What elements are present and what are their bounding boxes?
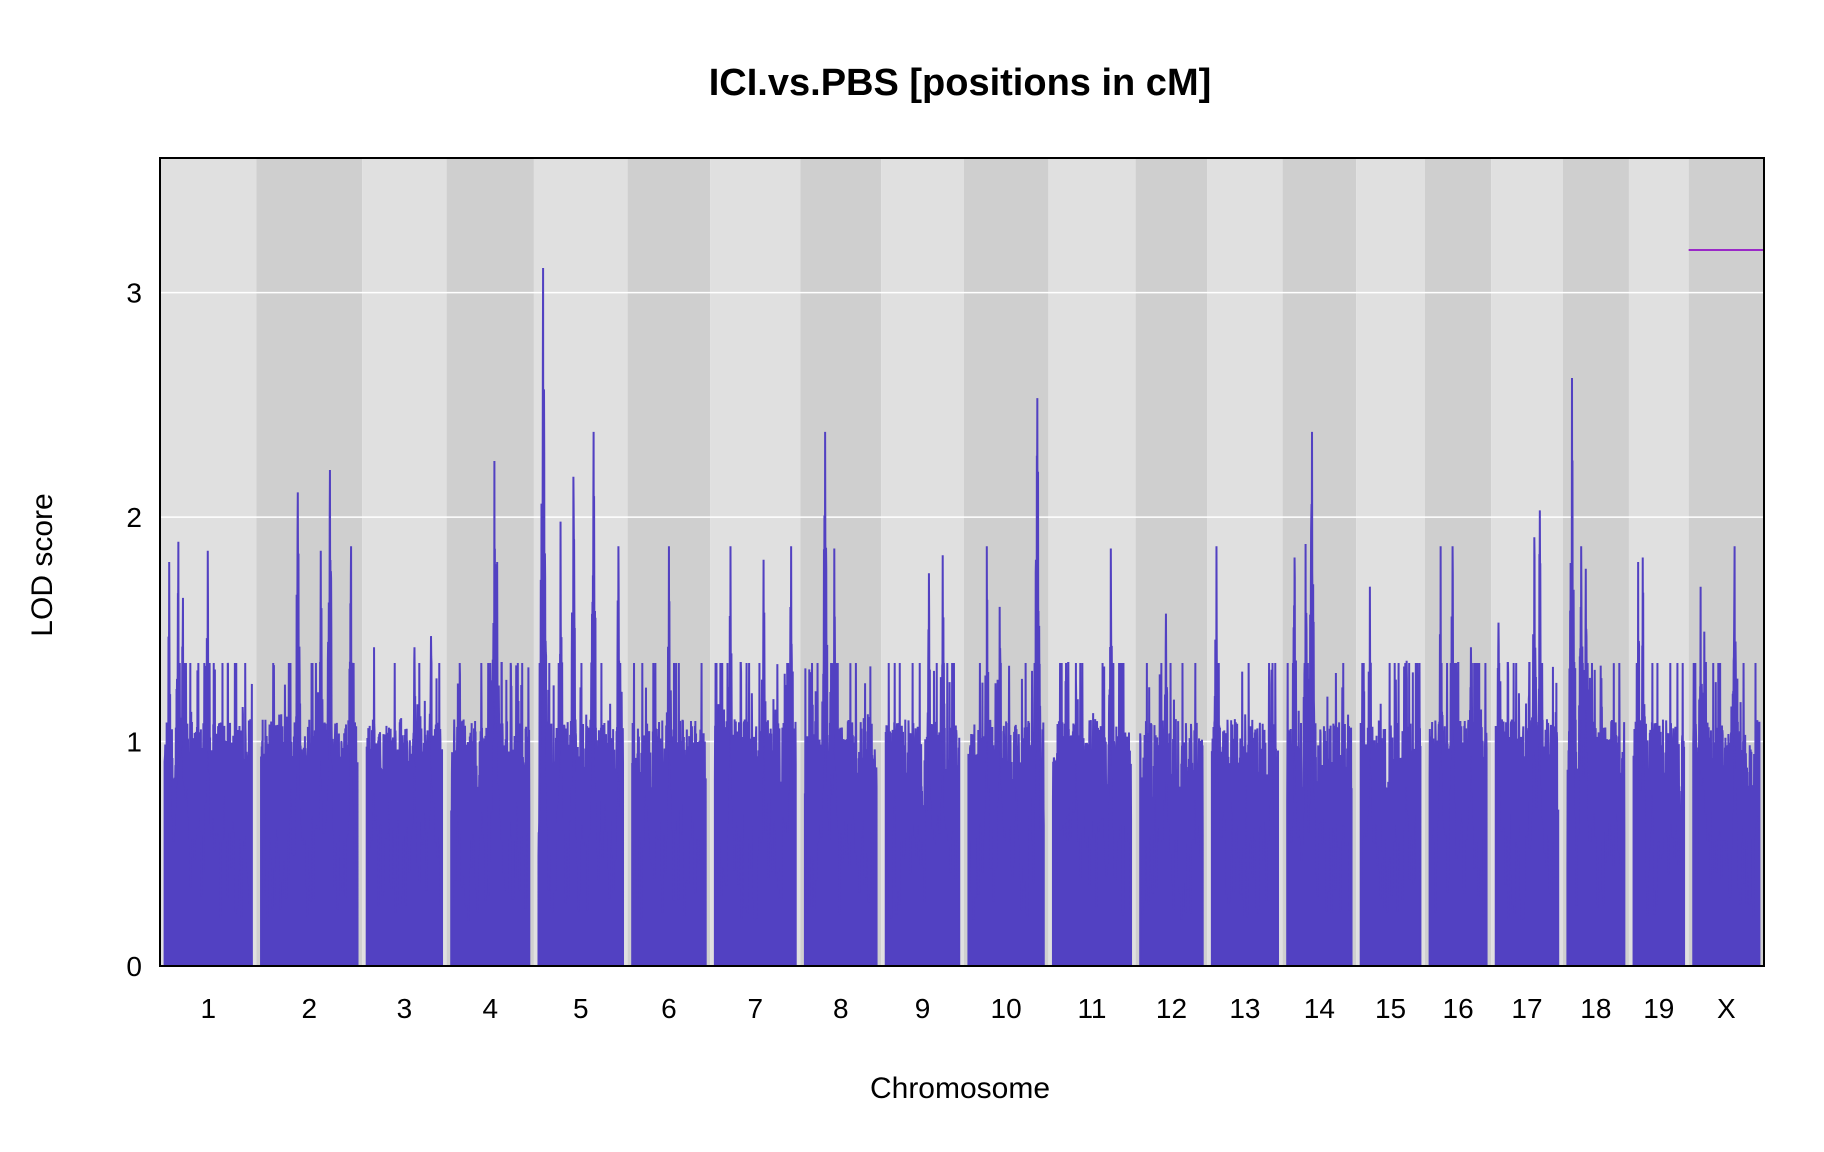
lod-trace-chr-5 [537, 267, 625, 966]
y-tick-label: 2 [126, 502, 142, 533]
x-tick-label: 3 [397, 993, 413, 1024]
lod-trace-chr-3 [365, 636, 444, 966]
y-tick-label: 3 [126, 278, 142, 309]
lod-trace-chr-16 [1428, 546, 1488, 966]
x-tick-label: 4 [482, 993, 498, 1024]
x-tick-label: 17 [1511, 993, 1542, 1024]
x-tick-label: 13 [1229, 993, 1260, 1024]
lod-trace-chr-2 [260, 469, 359, 966]
x-tick-label: 5 [573, 993, 589, 1024]
x-tick-label: 10 [991, 993, 1022, 1024]
lod-trace-chr-8 [803, 431, 878, 966]
x-tick-label: 1 [200, 993, 216, 1024]
chart-title: ICI.vs.PBS [positions in cM] [709, 62, 1212, 104]
lod-trace-chr-10 [967, 398, 1045, 966]
lod-trace-chr-X [1692, 546, 1761, 966]
x-tick-label: 7 [748, 993, 764, 1024]
plot-frame [159, 157, 1765, 967]
x-tick-label: 6 [661, 993, 677, 1024]
lod-trace-chr-7 [713, 546, 797, 966]
lod-trace-chr-1 [163, 541, 253, 966]
y-tick-label: 0 [126, 951, 142, 982]
x-tick-label: 18 [1580, 993, 1611, 1024]
x-tick-label: 12 [1156, 993, 1187, 1024]
x-tick-label: 16 [1443, 993, 1474, 1024]
lod-trace-chr-11 [1051, 548, 1133, 966]
lod-trace-chr-6 [631, 546, 707, 966]
lod-trace-chr-12 [1139, 613, 1204, 966]
lod-trace-chr-14 [1286, 431, 1353, 966]
lod-trace-chr-18 [1566, 377, 1626, 966]
x-tick-label: 15 [1375, 993, 1406, 1024]
x-tick-label: 19 [1643, 993, 1674, 1024]
lod-trace-chr-9 [884, 555, 961, 966]
x-tick-label: 14 [1304, 993, 1335, 1024]
lod-trace-chr-19 [1632, 557, 1686, 966]
y-axis-label: LOD score [26, 493, 59, 636]
lod-trace-chr-4 [450, 460, 531, 966]
lod-trace-chr-15 [1359, 586, 1422, 966]
x-axis-label: Chromosome [870, 1072, 1050, 1105]
lod-trace-chr-13 [1210, 546, 1280, 966]
x-tick-label: X [1717, 993, 1736, 1024]
x-tick-label: 2 [301, 993, 317, 1024]
y-tick-label: 1 [126, 727, 142, 758]
x-tick-label: 8 [833, 993, 849, 1024]
x-tick-label: 9 [915, 993, 931, 1024]
lod-trace-chr-17 [1494, 510, 1560, 966]
x-tick-label: 11 [1077, 993, 1106, 1024]
